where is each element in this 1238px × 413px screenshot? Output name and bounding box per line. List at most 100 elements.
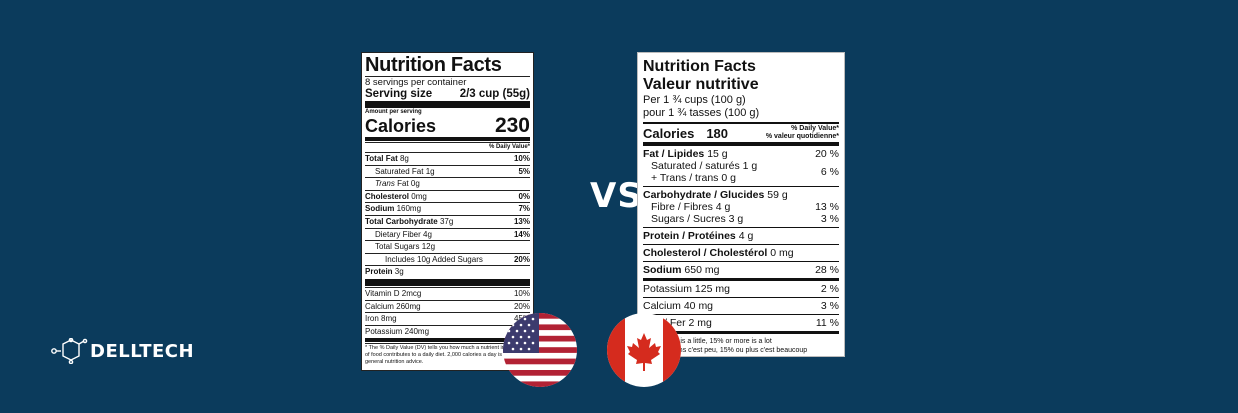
nutrient-dv: 20 % [815, 148, 839, 160]
ca-row-fibre: Fibre / Fibres 4 g 13 % [643, 201, 839, 213]
us-divider-medium [365, 338, 530, 343]
us-row-total-fat: Total Fat 8g 10% [365, 152, 530, 165]
us-row-calcium: Calcium 260mg 20% [365, 299, 530, 313]
us-divider-thick [365, 278, 530, 286]
nutrient-dv: 6 % [820, 166, 839, 178]
nutrient-dv: 28 % [815, 264, 839, 276]
nutrient-label: Fat / Lipides 15 g [643, 148, 728, 160]
ca-potassium-group: Potassium 125 mg 2 % [643, 281, 839, 298]
ca-sat-trans: Saturated / saturés 1 g + Trans / trans … [643, 160, 839, 184]
us-row-carbohydrate: Total Carbohydrate 37g 13% [365, 214, 530, 228]
us-calories-value: 230 [494, 114, 530, 137]
nutrient-label: Includes 10g Added Sugars [385, 254, 483, 264]
ca-footnote: *5% or less is a little, 15% or more is … [643, 331, 839, 355]
ca-sodium-group: Sodium 650 mg 28 % [643, 262, 839, 281]
us-flag-icon [503, 313, 577, 387]
nutrient-dv: 2 % [820, 283, 839, 295]
ca-row-sodium: Sodium 650 mg 28 % [643, 264, 839, 276]
us-serving-size-label: Serving size [365, 88, 433, 100]
nutrient-label: Total Sugars 12g [375, 242, 436, 252]
nutrient-dv: 13 % [815, 201, 839, 213]
nutrient-dv: 20% [513, 301, 530, 311]
nutrient-amount: 15 g [707, 148, 728, 160]
nutrient-label: Total Carbohydrate 37g [365, 216, 454, 226]
ca-title-fr: Valeur nutritive [643, 76, 759, 93]
nutrient-label: Calcium 40 mg [643, 300, 714, 312]
nutrient-label: Potassium 240mg [365, 326, 430, 336]
us-divider-medium [365, 137, 530, 141]
ca-per-en: Per 1 ¾ cups (100 g) [643, 94, 746, 106]
nutrient-name: Sodium [643, 264, 682, 276]
nutrient-label: Sodium 160mg [365, 204, 422, 214]
us-row-vitamin-d: Vitamin D 2mcg 10% [365, 286, 530, 300]
nutrient-dv: 13% [513, 216, 530, 226]
nutrient-name: Carbohydrate / Glucides [643, 189, 765, 201]
us-row-added-sugars: Includes 10g Added Sugars 20% [365, 252, 530, 266]
nutrient-label: Fibre / Fibres 4 g [651, 201, 731, 213]
nutrient-label: Sodium 650 mg [643, 264, 719, 276]
ca-row-sugars: Sugars / Sucres 3 g 3 % [643, 213, 839, 225]
canada-flag-icon [607, 313, 681, 387]
nutrient-label: Cholesterol 0mg [365, 191, 427, 201]
us-divider-thick [365, 101, 530, 108]
nutrient-dv: 10% [513, 288, 530, 298]
ca-nutrition-label: Nutrition Facts Valeur nutritive Per 1 ¾… [637, 52, 845, 357]
ca-calories-value: 180 [706, 125, 729, 141]
ca-calories-label: Calories [643, 125, 695, 141]
nutrient-label: Cholesterol / Cholestérol 0 mg [643, 247, 794, 259]
nutrient-amount: 59 g [767, 189, 788, 201]
nutrient-dv: 3 % [820, 213, 839, 225]
logo-text: DELLTECH [90, 340, 195, 362]
nutrient-dv: 3 % [820, 300, 839, 312]
delltech-logo: DELLTECH [50, 338, 194, 364]
ca-row-protein: Protein / Protéines 4 g [643, 230, 839, 242]
us-row-iron: Iron 8mg45% [365, 312, 530, 325]
ca-row-saturated: Saturated / saturés 1 g [651, 160, 758, 172]
us-nutrition-label: Nutrition Facts 8 servings per container… [361, 52, 534, 371]
nutrient-name: Cholesterol / Cholestérol [643, 247, 768, 259]
ca-dv-en: % Daily Value* [791, 125, 839, 132]
us-calories: Calories 230 [365, 114, 530, 137]
ca-calories: Calories 180 [643, 126, 728, 141]
nutrient-dv: 7% [518, 204, 530, 214]
us-dv-header: % Daily Value* [365, 142, 530, 152]
ca-per-fr: pour 1 ¾ tasses (100 g) [643, 107, 760, 119]
ca-calcium-group: Calcium 40 mg 3 % [643, 298, 839, 315]
us-serving-size-value: 2/3 cup (55g) [459, 88, 530, 100]
us-row-trans-fat: Trans Fat 0g [365, 177, 530, 190]
ca-dv-header: % Daily Value*% valeur quotidienne* [766, 125, 839, 141]
us-calories-label: Calories [365, 116, 437, 136]
nutrient-name: Fat / Lipides [643, 148, 705, 160]
nutrient-dv: 5% [518, 166, 530, 176]
nutrient-amount: 4 g [738, 230, 754, 242]
ca-carb-group: Carbohydrate / Glucides 59 g Fibre / Fib… [643, 187, 839, 228]
us-title: Nutrition Facts [365, 55, 530, 77]
ca-row-trans: + Trans / trans 0 g [651, 172, 736, 184]
us-servings: 8 servings per container [365, 77, 467, 88]
ca-title-en: Nutrition Facts [643, 58, 756, 75]
ca-row-potassium: Potassium 125 mg 2 % [643, 283, 839, 295]
ca-row-calcium: Calcium 40 mg 3 % [643, 300, 839, 312]
ca-footnote-fr: *5% ou moins c'est peu, 15% ou plus c'es… [643, 347, 808, 354]
nutrient-dv: 10% [513, 154, 530, 163]
ca-cholesterol-group: Cholesterol / Cholestérol 0 mg [643, 245, 839, 262]
ca-row-fat: Fat / Lipides 15 g 20 % [643, 148, 839, 160]
ca-sat-trans-labels: Saturated / saturés 1 g + Trans / trans … [643, 160, 757, 184]
nutrient-label: Protein 3g [365, 267, 404, 277]
nutrient-label: Trans Fat 0g [375, 179, 420, 189]
us-row-cholesterol: Cholesterol 0mg 0% [365, 189, 530, 203]
nutrient-label: Potassium 125 mg [643, 283, 730, 295]
nutrient-label: Sugars / Sucres 3 g [651, 213, 744, 225]
ca-row-carb: Carbohydrate / Glucides 59 g [643, 189, 839, 201]
vs-text: VS [590, 176, 643, 216]
nutrient-dv: 0% [518, 191, 530, 201]
us-row-sodium: Sodium 160mg 7% [365, 202, 530, 215]
nutrient-label: Protein / Protéines 4 g [643, 230, 753, 242]
ca-row-cholesterol: Cholesterol / Cholestérol 0 mg [643, 247, 839, 259]
nutrient-amount: 0 mg [770, 247, 794, 259]
nutrient-amount: 650 mg [684, 264, 720, 276]
nutrient-dv: 20% [513, 254, 530, 264]
us-amount-per-serving: Amount per serving [365, 109, 422, 115]
nutrient-label: Total Fat 8g [365, 154, 409, 163]
molecule-icon [51, 338, 88, 364]
